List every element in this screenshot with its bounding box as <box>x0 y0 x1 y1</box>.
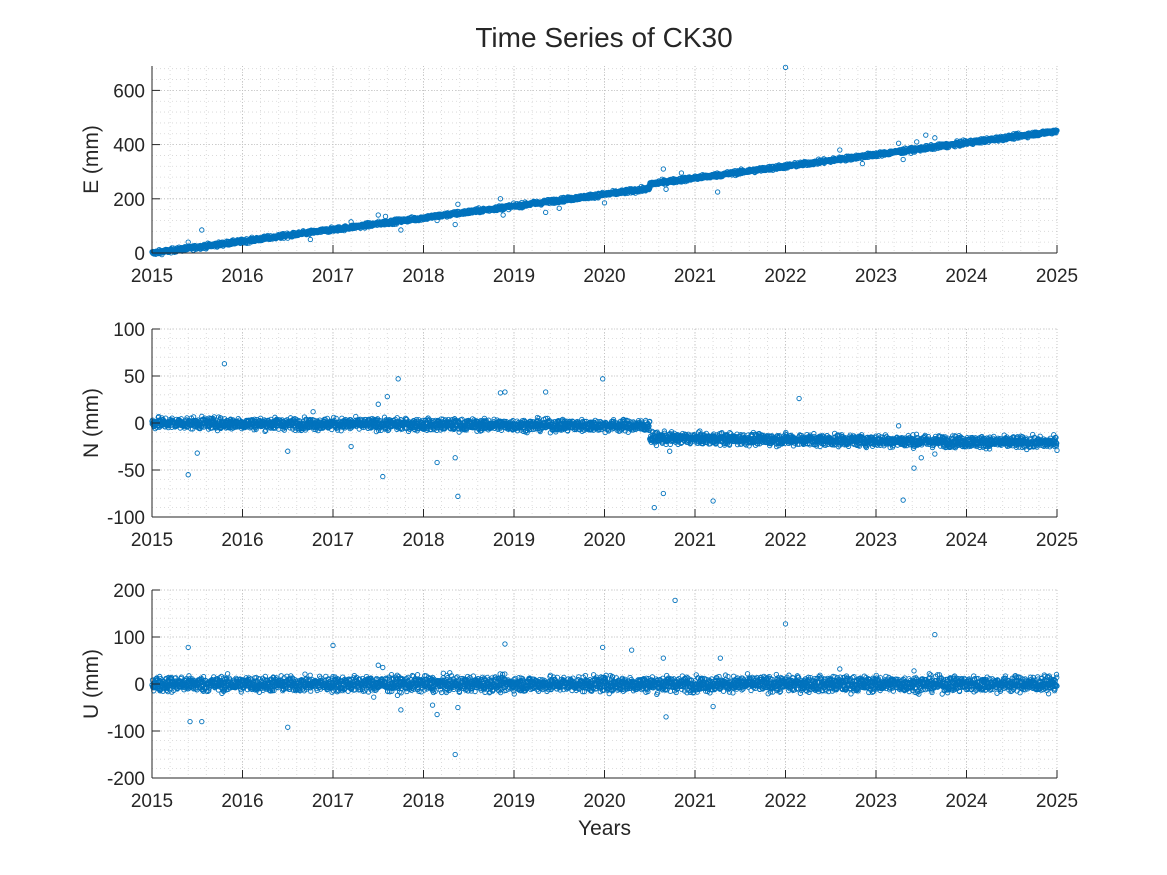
outlier-point <box>452 221 458 228</box>
x-tick-label: 2015 <box>131 266 173 287</box>
outlier-point <box>678 170 685 176</box>
y-tick-label: 600 <box>113 81 145 102</box>
y-tick-label: 400 <box>113 136 145 157</box>
x-tick-label: 2021 <box>674 266 716 287</box>
panels: 2015 2016 2017 2018 2019 2020 2021 2022 2023 2024… <box>80 64 1078 840</box>
outlier-point <box>932 135 938 141</box>
outlier-point <box>543 209 549 216</box>
outlier-point <box>895 140 902 146</box>
outlier-point <box>307 236 314 243</box>
outlier-point <box>556 205 562 211</box>
y-tick-label: 200 <box>113 190 145 211</box>
outlier-point <box>923 132 929 138</box>
outlier-point <box>375 212 381 218</box>
outlier-point <box>382 213 389 220</box>
y-tick-label: 0 <box>134 244 145 265</box>
outlier-point <box>455 201 461 207</box>
x-tick-label: 2017 <box>312 266 354 287</box>
outlier-point <box>714 189 721 195</box>
outlier-point <box>199 227 205 233</box>
x-tick-label: 2022 <box>764 266 806 287</box>
outlier-point <box>500 212 506 218</box>
outlier-point <box>663 186 669 192</box>
x-tick-label: 2025 <box>1036 266 1078 287</box>
x-tick-label: 2019 <box>493 266 535 287</box>
outlier-point <box>859 160 866 167</box>
x-tick-label: 2020 <box>583 266 625 287</box>
y-axis-label: E (mm) <box>80 125 103 194</box>
x-tick-label: 2016 <box>221 266 263 287</box>
panel-0: 2015 2016 2017 2018 2019 2020 2021 2022 2023 2024… <box>80 64 1078 287</box>
x-tick-label: 2023 <box>855 266 897 287</box>
x-tick-label: 2018 <box>402 266 444 287</box>
outlier-point <box>900 156 906 163</box>
outlier-point <box>782 64 789 71</box>
outlier-point <box>660 166 666 172</box>
outlier-point <box>914 139 920 145</box>
series-points <box>149 64 1060 258</box>
panel-1: 2015 2016 2017 2018 2019 2020 2021 2022 2023 2024… <box>80 320 1078 551</box>
x-tick-label: 2024 <box>945 266 988 287</box>
chart-title: Time Series of CK30 <box>475 22 732 53</box>
